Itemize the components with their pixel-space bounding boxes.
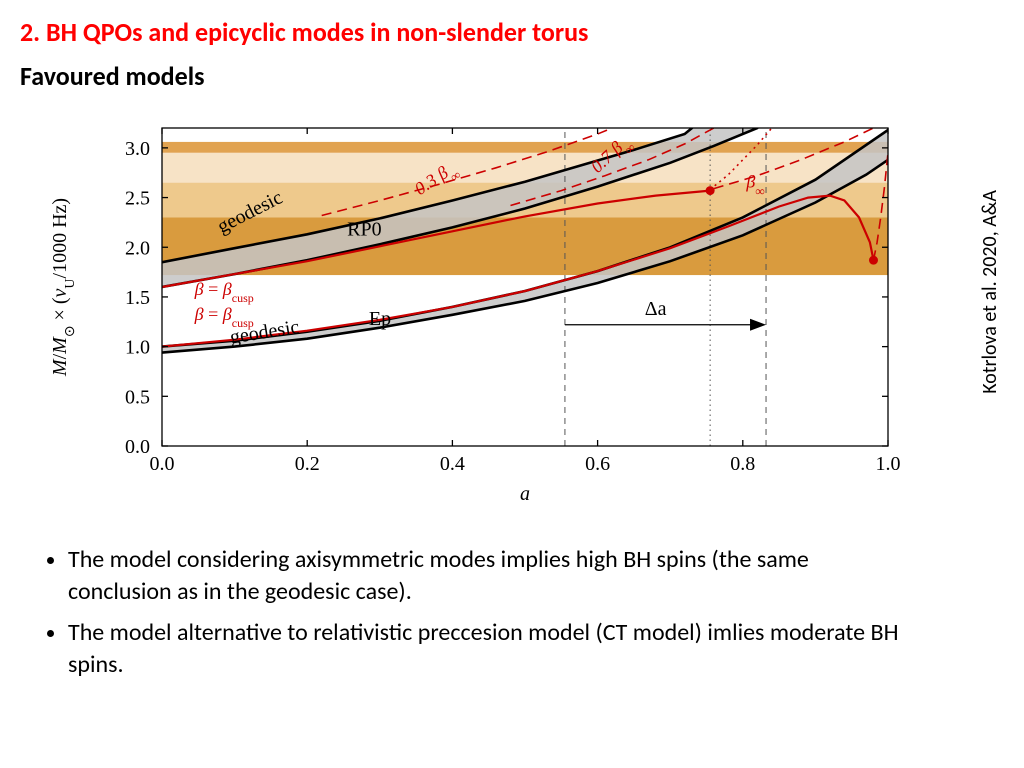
svg-text:0.0: 0.0 <box>125 436 150 458</box>
section-subtitle: Favoured models <box>20 60 204 92</box>
svg-text:0.0: 0.0 <box>150 453 175 475</box>
svg-text:M/M⊙ × (νU/1000 Hz): M/M⊙ × (νU/1000 Hz) <box>49 198 78 377</box>
bullet-list: The model considering axisymmetric modes… <box>42 544 904 690</box>
svg-text:0.6: 0.6 <box>585 453 610 475</box>
svg-text:3.0: 3.0 <box>125 138 150 160</box>
svg-text:Ep: Ep <box>369 308 391 330</box>
svg-text:1.0: 1.0 <box>125 337 150 359</box>
svg-text:β = βcusp: β = βcusp <box>194 279 254 305</box>
chart-container: Δa 0.0 0.2 0.4 0.6 0.8 1.0 0.0 0.5 1.0 1.5 2.0 2.5 3.… <box>18 112 936 512</box>
bullet-item: The model alternative to relativistic pr… <box>68 617 904 682</box>
svg-text:1.0: 1.0 <box>876 453 901 475</box>
svg-text:0.2: 0.2 <box>295 453 320 475</box>
chart-svg: Δa 0.0 0.2 0.4 0.6 0.8 1.0 0.0 0.5 1.0 1.5 2.0 2.5 3.… <box>18 112 936 512</box>
svg-text:RP0: RP0 <box>347 218 381 240</box>
attribution-text: Kotrlova et al. 2020, A&A <box>978 190 1002 394</box>
svg-text:1.5: 1.5 <box>125 287 150 309</box>
svg-text:2.0: 2.0 <box>125 237 150 259</box>
svg-text:0.8: 0.8 <box>730 453 755 475</box>
bullet-item: The model considering axisymmetric modes… <box>68 544 904 609</box>
svg-text:Δa: Δa <box>645 298 667 320</box>
section-title: 2. BH QPOs and epicyclic modes in non-sl… <box>20 16 588 48</box>
svg-text:2.5: 2.5 <box>125 188 150 210</box>
svg-text:0.5: 0.5 <box>125 386 150 408</box>
svg-text:0.4: 0.4 <box>440 453 465 475</box>
svg-text:a: a <box>520 483 530 505</box>
